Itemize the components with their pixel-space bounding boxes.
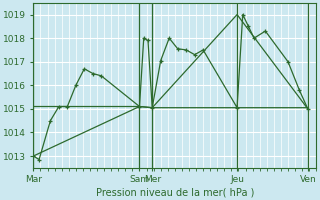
X-axis label: Pression niveau de la mer( hPa ): Pression niveau de la mer( hPa ) [96,187,254,197]
